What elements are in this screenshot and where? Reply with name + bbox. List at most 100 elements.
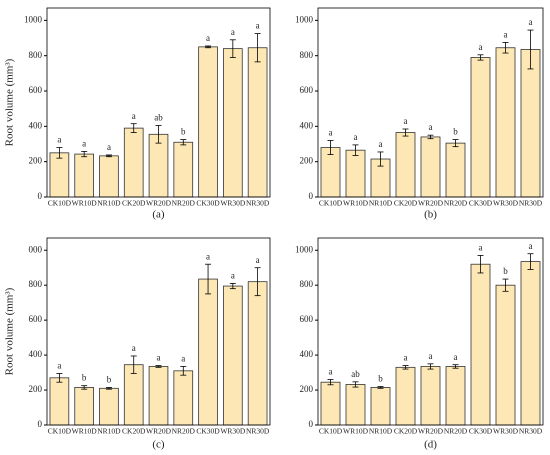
y-axis-label: Root volume (mm³) [4, 58, 16, 146]
x-tick-label: WR20D [418, 199, 444, 208]
significance-letter: a [206, 33, 210, 43]
bar [223, 48, 243, 198]
significance-letter: a [132, 343, 136, 353]
significance-letter: a [429, 351, 433, 361]
significance-letter: a [107, 142, 111, 152]
panel-label: (d) [424, 439, 437, 451]
x-tick-label: CK20D [394, 199, 418, 208]
y-tick-label: 600 [29, 314, 43, 324]
x-tick-label: CK10D [319, 427, 343, 436]
x-tick-label: CK20D [122, 427, 146, 436]
significance-letter: a [181, 354, 185, 364]
x-tick-label: CK10D [319, 199, 343, 208]
bar [445, 366, 466, 426]
x-tick-label: WR30D [220, 199, 246, 208]
bar [99, 155, 119, 198]
y-tick-label: 600 [300, 85, 314, 95]
bar [420, 136, 441, 198]
x-tick-label: NR10D [369, 199, 393, 208]
bar [470, 263, 491, 426]
significance-letter: a [256, 21, 260, 31]
y-tick-label: 0 [38, 419, 43, 429]
x-tick-label: WR10D [343, 427, 369, 436]
significance-letter: ab [154, 113, 163, 123]
bar [74, 387, 94, 426]
bar [445, 142, 466, 198]
bar [223, 285, 243, 426]
x-tick-label: CK30D [196, 427, 220, 436]
significance-letter: a [354, 132, 358, 142]
significance-letter: b [503, 266, 508, 276]
bar [495, 47, 516, 198]
y-tick-label: 0 [309, 419, 314, 429]
significance-letter: a [256, 255, 260, 265]
x-tick-label: WR20D [146, 199, 172, 208]
x-tick-label: WR30D [493, 427, 519, 436]
x-tick-label: CK10D [48, 199, 72, 208]
significance-letter: a [206, 251, 210, 261]
significance-letter: b [82, 373, 87, 383]
significance-letter: b [181, 127, 186, 137]
significance-letter: a [329, 128, 333, 138]
significance-letter: b [107, 374, 112, 384]
significance-letter: a [82, 138, 86, 148]
y-tick-label: 200 [29, 384, 43, 394]
x-tick-label: WR10D [72, 427, 98, 436]
x-tick-label: NR20D [444, 427, 468, 436]
bar [123, 127, 144, 198]
x-tick-label: WR20D [146, 427, 172, 436]
x-tick-label: NR30D [246, 199, 270, 208]
x-tick-label: WR20D [418, 427, 444, 436]
significance-letter: a [454, 352, 458, 362]
significance-letter: a [529, 17, 533, 27]
y-tick-label: 800 [29, 279, 43, 289]
panel-label: (a) [152, 209, 165, 221]
significance-letter: a [404, 353, 408, 363]
bar [345, 384, 366, 426]
significance-letter: a [504, 30, 508, 40]
significance-letter: ab [351, 369, 360, 379]
bar [247, 47, 268, 198]
significance-letter: a [479, 243, 483, 253]
x-tick-label: NR20D [172, 199, 196, 208]
y-tick-label: 800 [300, 50, 314, 60]
significance-letter: a [379, 139, 383, 149]
x-tick-label: NR20D [172, 427, 196, 436]
y-tick-label: 200 [300, 156, 314, 166]
bar [74, 153, 94, 198]
y-tick-label: 200 [300, 384, 314, 394]
significance-letter: a [157, 353, 161, 363]
plot-frame [46, 237, 271, 426]
bar [495, 284, 516, 426]
y-tick-label: 0 [309, 191, 314, 201]
y-tick-label: 000 [29, 244, 43, 254]
significance-letter: a [57, 361, 61, 371]
y-tick-label: 1000 [295, 244, 314, 254]
x-tick-label: NR30D [519, 199, 543, 208]
bar [173, 370, 194, 426]
significance-letter: a [231, 27, 235, 37]
x-tick-label: WR10D [72, 199, 98, 208]
significance-letter: a [529, 241, 533, 251]
y-tick-label: 600 [300, 314, 314, 324]
bar [198, 278, 218, 426]
x-tick-label: WR10D [343, 199, 369, 208]
significance-letter: a [57, 135, 61, 145]
bar [395, 132, 416, 198]
y-tick-label: 0 [38, 191, 43, 201]
bar [99, 387, 119, 426]
plot-frame [317, 237, 544, 426]
significance-letter: a [479, 42, 483, 52]
x-tick-label: WR30D [220, 427, 246, 436]
y-tick-label: 400 [300, 349, 314, 359]
x-tick-label: CK30D [469, 427, 493, 436]
significance-letter: a [404, 116, 408, 126]
y-tick-label: 400 [29, 349, 43, 359]
panel-label: (c) [152, 439, 165, 451]
significance-letter: b [453, 127, 458, 137]
significance-letter: a [329, 367, 333, 377]
significance-letter: b [378, 374, 383, 384]
plot-frame [46, 7, 271, 198]
bar [198, 46, 218, 198]
y-tick-label: 800 [29, 50, 43, 60]
